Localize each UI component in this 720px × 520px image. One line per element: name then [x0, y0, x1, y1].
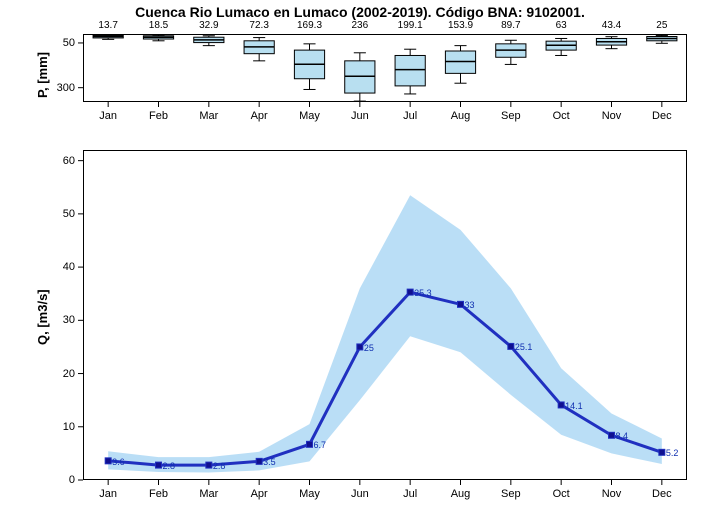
discharge-point-label: 5.2 [666, 448, 679, 458]
top-x-tick-label: Oct [541, 110, 581, 122]
bottom-y-tick-label: 10 [45, 421, 75, 433]
bottom-x-tick-label: Dec [642, 488, 682, 500]
top-y-tick-label: 50 [45, 37, 75, 49]
top-x-tick-label: Sep [491, 110, 531, 122]
discharge-point-label: 2.8 [163, 461, 176, 471]
discharge-point-label: 3.5 [263, 457, 276, 467]
top-y-tick-label: 300 [45, 82, 75, 94]
top-x-tick-label: Apr [239, 110, 279, 122]
bottom-y-tick-label: 20 [45, 368, 75, 380]
precip-value-label: 72.3 [239, 20, 279, 31]
discharge-point-label: 8.4 [616, 431, 629, 441]
discharge-point-label: 25.1 [515, 342, 533, 352]
top-x-tick-label: May [290, 110, 330, 122]
chart-title: Cuenca Rio Lumaco en Lumaco (2002-2019).… [0, 4, 720, 20]
bottom-y-tick-label: 50 [45, 208, 75, 220]
top-x-tick-label: Jul [390, 110, 430, 122]
bottom-x-tick-label: Feb [139, 488, 179, 500]
bottom-x-tick-label: Jun [340, 488, 380, 500]
discharge-line-panel [83, 150, 687, 480]
precip-value-label: 25 [642, 20, 682, 31]
bottom-x-tick-label: Jan [88, 488, 128, 500]
bottom-y-tick-label: 0 [45, 474, 75, 486]
top-x-tick-label: Dec [642, 110, 682, 122]
precip-value-label: 13.7 [88, 20, 128, 31]
bottom-x-tick-label: Sep [491, 488, 531, 500]
top-x-tick-label: Aug [441, 110, 481, 122]
precip-value-label: 169.3 [290, 20, 330, 31]
discharge-point-label: 2.8 [213, 461, 226, 471]
precip-value-label: 89.7 [491, 20, 531, 31]
precip-value-label: 43.4 [592, 20, 632, 31]
precip-value-label: 63 [541, 20, 581, 31]
bottom-x-tick-label: Jul [390, 488, 430, 500]
bottom-x-tick-label: Oct [541, 488, 581, 500]
bottom-x-tick-label: May [290, 488, 330, 500]
precipitation-boxplot-panel [83, 34, 687, 102]
precip-value-label: 199.1 [390, 20, 430, 31]
top-x-tick-label: Jun [340, 110, 380, 122]
precip-value-label: 236 [340, 20, 380, 31]
discharge-point-label: 25 [364, 343, 374, 353]
top-x-tick-label: Mar [189, 110, 229, 122]
discharge-point-label: 35.3 [414, 288, 432, 298]
bottom-y-tick-label: 40 [45, 261, 75, 273]
discharge-point-label: 33 [465, 300, 475, 310]
precip-value-label: 18.5 [139, 20, 179, 31]
top-x-tick-label: Feb [139, 110, 179, 122]
bottom-y-tick-label: 30 [45, 314, 75, 326]
precip-value-label: 153.9 [441, 20, 481, 31]
discharge-point-label: 14.1 [565, 401, 583, 411]
bottom-x-tick-label: Nov [592, 488, 632, 500]
bottom-x-tick-label: Aug [441, 488, 481, 500]
precip-value-label: 32.9 [189, 20, 229, 31]
bottom-x-tick-label: Apr [239, 488, 279, 500]
top-x-tick-label: Jan [88, 110, 128, 122]
top-x-tick-label: Nov [592, 110, 632, 122]
bottom-y-tick-label: 60 [45, 155, 75, 167]
discharge-point-label: 3.6 [112, 457, 125, 467]
discharge-point-label: 6.7 [314, 440, 327, 450]
bottom-x-tick-label: Mar [189, 488, 229, 500]
